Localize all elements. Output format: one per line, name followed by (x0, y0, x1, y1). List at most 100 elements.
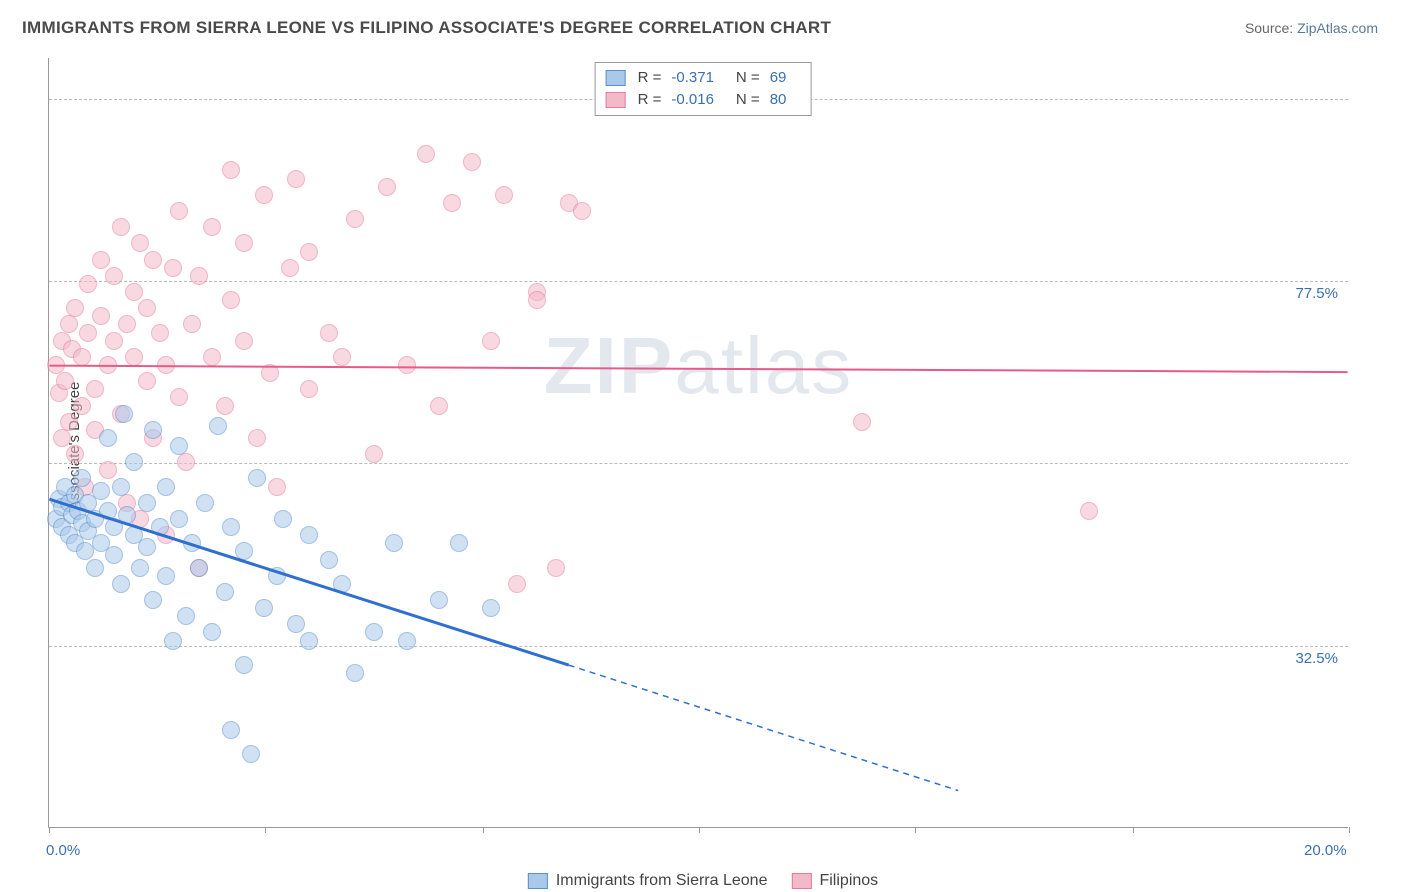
scatter-point (573, 202, 591, 220)
scatter-point (105, 267, 123, 285)
scatter-point (482, 332, 500, 350)
legend-label-2: Filipinos (819, 872, 878, 890)
y-tick-label: 77.5% (1278, 285, 1338, 302)
x-tick-label: 0.0% (46, 842, 80, 859)
scatter-point (190, 559, 208, 577)
scatter-point (66, 445, 84, 463)
scatter-point (86, 559, 104, 577)
scatter-point (547, 559, 565, 577)
x-tick (1133, 827, 1134, 833)
legend-item-2: Filipinos (791, 872, 878, 890)
scatter-point (222, 291, 240, 309)
scatter-point (268, 478, 286, 496)
watermark-light: atlas (674, 321, 853, 410)
scatter-point (92, 307, 110, 325)
scatter-point (99, 356, 117, 374)
r-value-1: -0.371 (671, 67, 714, 89)
scatter-point (164, 259, 182, 277)
scatter-point (255, 599, 273, 617)
scatter-point (1080, 502, 1098, 520)
x-tick (49, 827, 50, 833)
scatter-point (60, 315, 78, 333)
scatter-point (138, 372, 156, 390)
scatter-point (170, 437, 188, 455)
scatter-point (115, 405, 133, 423)
scatter-point (268, 567, 286, 585)
scatter-point (300, 380, 318, 398)
scatter-point (177, 453, 195, 471)
r-value-2: -0.016 (671, 89, 714, 111)
source-value: ZipAtlas.com (1297, 20, 1378, 36)
legend-series: Immigrants from Sierra Leone Filipinos (528, 872, 878, 890)
scatter-point (79, 324, 97, 342)
scatter-point (235, 542, 253, 560)
legend-stats-row-1: R = -0.371 N = 69 (606, 67, 797, 89)
scatter-point (138, 538, 156, 556)
scatter-point (164, 632, 182, 650)
n-value-1: 69 (770, 67, 787, 89)
scatter-point (157, 567, 175, 585)
scatter-point (398, 356, 416, 374)
scatter-point (151, 324, 169, 342)
scatter-point (125, 453, 143, 471)
scatter-point (53, 429, 71, 447)
scatter-point (248, 429, 266, 447)
scatter-point (235, 332, 253, 350)
scatter-point (151, 518, 169, 536)
r-label-1: R = (638, 67, 662, 89)
scatter-point (144, 591, 162, 609)
scatter-point (66, 299, 84, 317)
scatter-point (56, 372, 74, 390)
scatter-point (112, 478, 130, 496)
plot-area: ZIPatlas (48, 58, 1348, 828)
watermark-bold: ZIP (544, 321, 674, 410)
gridline-horizontal (49, 646, 1348, 647)
scatter-point (300, 632, 318, 650)
scatter-point (92, 251, 110, 269)
scatter-point (463, 153, 481, 171)
scatter-point (508, 575, 526, 593)
gridline-horizontal (49, 463, 1348, 464)
scatter-point (125, 348, 143, 366)
scatter-point (76, 542, 94, 560)
scatter-point (157, 356, 175, 374)
scatter-point (216, 583, 234, 601)
scatter-point (482, 599, 500, 617)
scatter-point (131, 234, 149, 252)
scatter-point (333, 575, 351, 593)
scatter-point (333, 348, 351, 366)
scatter-point (196, 494, 214, 512)
scatter-point (73, 348, 91, 366)
scatter-point (203, 348, 221, 366)
scatter-point (365, 445, 383, 463)
scatter-point (443, 194, 461, 212)
scatter-point (125, 283, 143, 301)
legend-swatch-2 (791, 873, 811, 889)
source-attribution: Source: ZipAtlas.com (1245, 20, 1378, 36)
scatter-point (112, 218, 130, 236)
trendlines-layer (49, 58, 1348, 827)
scatter-point (131, 559, 149, 577)
scatter-point (170, 510, 188, 528)
scatter-point (300, 243, 318, 261)
scatter-point (112, 575, 130, 593)
scatter-point (320, 324, 338, 342)
trendline-solid (49, 366, 1347, 372)
scatter-point (170, 202, 188, 220)
gridline-horizontal (49, 281, 1348, 282)
x-tick (915, 827, 916, 833)
x-tick (265, 827, 266, 833)
legend-swatch-1 (528, 873, 548, 889)
y-tick-label: 32.5% (1278, 650, 1338, 667)
scatter-point (177, 607, 195, 625)
scatter-point (216, 397, 234, 415)
r-label-2: R = (638, 89, 662, 111)
scatter-point (242, 745, 260, 763)
scatter-point (144, 421, 162, 439)
x-tick (699, 827, 700, 833)
scatter-point (235, 656, 253, 674)
scatter-point (281, 259, 299, 277)
scatter-point (105, 332, 123, 350)
scatter-point (99, 461, 117, 479)
scatter-point (144, 251, 162, 269)
